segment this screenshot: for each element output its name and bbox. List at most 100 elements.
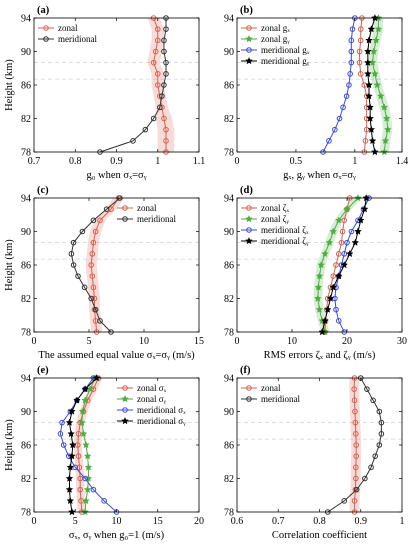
data-point-f-0-3 <box>353 475 359 482</box>
data-point-a-0-9 <box>152 48 159 55</box>
data-point-c-0-5 <box>89 273 96 279</box>
data-point-e-3-5 <box>68 452 76 460</box>
legend-swatch-marker <box>245 236 253 245</box>
series-line-f-0 <box>353 377 357 512</box>
data-point-c-1-2 <box>92 306 99 313</box>
data-point-d-2-1 <box>335 318 342 324</box>
legend-swatch-marker <box>122 407 128 413</box>
data-point-b-1-2 <box>384 125 392 133</box>
data-point-a-1-7 <box>163 71 169 77</box>
data-point-a-1-9 <box>161 48 167 55</box>
y-tick-label: 78 <box>21 508 31 519</box>
x-tick-label: 0.8 <box>69 156 82 167</box>
data-point-f-0-6 <box>353 442 360 448</box>
data-point-a-0-10 <box>154 37 161 44</box>
data-point-c-1-6 <box>70 262 77 268</box>
data-point-e-1-6 <box>82 440 90 449</box>
uncertainty-band-a-0 <box>147 18 175 152</box>
x-tick-label: 15 <box>153 516 163 527</box>
legend-entry: meridional gᵧ <box>261 56 310 67</box>
data-point-c-1-3 <box>88 295 94 302</box>
data-point-f-0-11 <box>351 386 357 392</box>
legend-swatch-marker <box>245 56 253 65</box>
series-line-e-0 <box>77 377 99 513</box>
data-point-a-1-3 <box>150 115 157 122</box>
series-line-a-1 <box>99 18 167 153</box>
y-tick-label: 94 <box>21 194 31 205</box>
data-point-a-0-3 <box>161 115 167 122</box>
data-point-b-3-8 <box>363 58 372 66</box>
y-tick-label: 90 <box>224 47 234 58</box>
data-point-b-1-5 <box>376 92 385 100</box>
x-tick-label: 0.8 <box>313 516 326 527</box>
data-point-a-0-1 <box>163 138 169 144</box>
data-point-b-3-11 <box>367 25 376 33</box>
data-point-b-2-2 <box>332 126 338 133</box>
data-point-e-3-11 <box>81 385 89 393</box>
data-point-d-3-2 <box>323 305 332 313</box>
y-tick-label: 90 <box>21 227 31 238</box>
data-point-c-0-6 <box>88 262 94 268</box>
data-point-e-1-5 <box>83 452 92 460</box>
series-line-b-0 <box>359 17 368 153</box>
x-tick-label: 10 <box>139 336 149 347</box>
x-tick-label: 1 <box>400 516 405 527</box>
data-point-b-2-9 <box>348 48 355 55</box>
y-tick-label: 86 <box>21 441 31 452</box>
y-tick-label: 90 <box>224 407 234 418</box>
data-point-c-1-7 <box>68 251 75 257</box>
data-point-b-0-11 <box>357 26 364 32</box>
panel-a: 0.7 0.8 0.9 1 1.1 78 82 86 90 94 (a) g₀ when σₓ=σᵧ H… <box>4 5 205 181</box>
data-point-d-0-7 <box>335 251 342 257</box>
data-point-d-1-10 <box>334 216 343 224</box>
data-point-a-0-8 <box>150 59 157 66</box>
data-point-a-1-4 <box>157 104 163 111</box>
data-point-b-1-6 <box>373 80 382 89</box>
legend-swatch-marker <box>246 205 252 211</box>
data-point-b-2-10 <box>348 37 355 44</box>
legend-entry: meridional gₓ <box>261 45 310 55</box>
data-point-e-2-6 <box>60 442 67 448</box>
data-point-f-1-7 <box>378 431 385 437</box>
x-axis-label: σₓ, σᵧ when g₀=1 (m/s) <box>69 530 165 541</box>
legend-entry: zonal <box>58 23 78 33</box>
data-point-f-1-11 <box>364 386 370 392</box>
y-tick-label: 90 <box>21 407 31 418</box>
data-point-c-1-10 <box>90 217 97 224</box>
y-tick-label: 86 <box>21 261 31 272</box>
data-point-d-3-9 <box>354 227 362 235</box>
data-point-b-2-11 <box>349 26 356 32</box>
y-tick-label: 82 <box>224 294 234 305</box>
y-tick-label: 94 <box>224 14 234 25</box>
legend-swatch-marker <box>121 394 129 403</box>
data-point-a-1-5 <box>159 93 165 99</box>
data-point-f-1-1 <box>341 498 348 504</box>
data-point-d-3-5 <box>334 272 343 280</box>
data-point-b-0-8 <box>356 59 363 66</box>
x-tick-label: 0.7 <box>28 156 41 167</box>
data-point-b-3-2 <box>367 125 376 133</box>
x-axis-label: g₀ when σₓ=σᵧ <box>87 170 147 181</box>
data-point-d-0-10 <box>341 217 348 224</box>
x-tick-label: 15 <box>194 336 204 347</box>
data-point-f-0-9 <box>352 408 358 415</box>
data-point-d-3-8 <box>351 238 360 246</box>
data-point-c-1-8 <box>70 239 77 246</box>
y-tick-label: 94 <box>21 14 31 25</box>
x-tick-label: 5 <box>73 516 78 527</box>
legend-entry: meridional <box>261 394 300 404</box>
data-point-c-0-10 <box>97 217 103 224</box>
x-axis-label: The assumed equal value σₓ=σᵧ (m/s) <box>38 350 195 361</box>
legend-entry: zonal <box>261 383 281 393</box>
data-point-a-1-1 <box>130 138 136 144</box>
data-point-c-1-9 <box>79 228 86 235</box>
y-tick-label: 78 <box>224 148 234 159</box>
x-tick-label: 0 <box>32 516 37 527</box>
y-tick-label: 90 <box>21 47 31 58</box>
legend-swatch-marker <box>246 227 252 233</box>
data-point-d-2-2 <box>333 306 339 313</box>
panel-label: (a) <box>37 5 50 16</box>
data-point-e-1-7 <box>79 429 88 438</box>
panel-f: 0.6 0.7 0.8 0.9 1 78 82 86 90 94 (f) Correlation co… <box>224 365 405 541</box>
